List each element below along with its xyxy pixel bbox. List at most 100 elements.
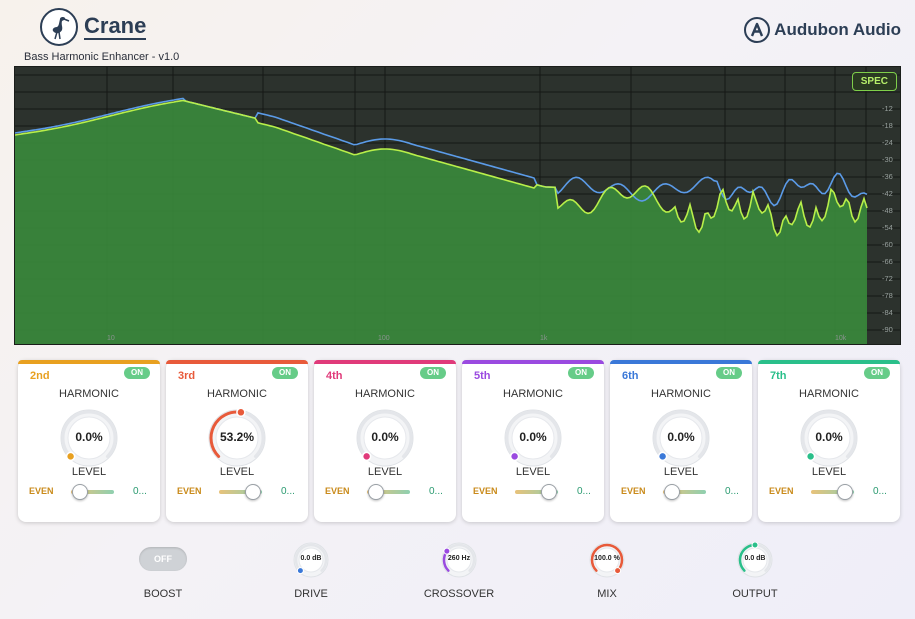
knob-indicator-dot	[751, 542, 759, 549]
db-tick-label: -84	[882, 308, 893, 317]
drive-label: DRIVE	[294, 588, 328, 600]
harmonic-level-knob[interactable]: 0.0%	[503, 408, 563, 468]
even-odd-slider[interactable]	[71, 484, 114, 500]
output-control: 0.0 dB OUTPUT	[705, 540, 805, 604]
crossover-control: 260 Hz CROSSOVER	[409, 540, 509, 604]
even-odd-slider-handle[interactable]	[71, 484, 88, 500]
even-odd-slider[interactable]	[367, 484, 410, 500]
panel-accent-bar	[314, 360, 456, 364]
harmonic-on-toggle[interactable]: ON	[420, 367, 446, 379]
drive-knob[interactable]: 0.0 dB	[293, 542, 329, 578]
knob-indicator-dot	[65, 451, 76, 462]
mix-knob[interactable]: 100.0 %	[589, 542, 625, 578]
brand-name: Audubon Audio	[774, 20, 901, 39]
level-label: LEVEL	[663, 466, 699, 478]
even-odd-slider-handle[interactable]	[541, 484, 558, 500]
spectrum-analyzer[interactable]: -12 -18 -24 -30 -36 -42 -48 -54 -60 -66 -72 -78 -84 -…	[14, 66, 901, 345]
harmonic-level-value: 0.0%	[371, 430, 399, 444]
even-odd-slider[interactable]	[515, 484, 558, 500]
harmonic-on-toggle[interactable]: ON	[864, 367, 890, 379]
freq-tick-label: 10	[107, 335, 115, 342]
harmonic-order-label: 7th	[770, 370, 787, 382]
knob-graphic	[441, 542, 477, 578]
odd-value: 0...	[281, 486, 295, 497]
boost-toggle-button[interactable]: OFF	[139, 547, 187, 571]
harmonic-level-value: 53.2%	[219, 430, 255, 444]
even-label: EVEN	[325, 486, 350, 496]
freq-tick-label: 10k	[835, 335, 847, 342]
level-label: LEVEL	[367, 466, 403, 478]
harmonic-label: HARMONIC	[503, 388, 563, 400]
freq-tick-label: 100	[378, 335, 390, 342]
crossover-knob[interactable]: 260 Hz	[441, 542, 477, 578]
even-label: EVEN	[473, 486, 498, 496]
knob-indicator-dot	[614, 567, 622, 575]
harmonic-level-knob[interactable]: 0.0%	[799, 408, 859, 468]
even-odd-slider[interactable]	[663, 484, 706, 500]
panel-accent-bar	[758, 360, 900, 364]
harmonic-order-label: 2nd	[30, 370, 50, 382]
harmonic-level-value: 0.0%	[519, 430, 547, 444]
spec-toggle-button[interactable]: SPEC	[851, 72, 897, 91]
harmonic-on-toggle[interactable]: ON	[124, 367, 150, 379]
knob-graphic	[60, 409, 118, 467]
spectrum-output-fill	[15, 100, 867, 344]
knob-indicator-dot	[805, 451, 816, 462]
knob-indicator-dot	[443, 547, 451, 555]
spectrum-output-line	[15, 99, 868, 237]
harmonic-level-knob[interactable]: 0.0%	[355, 408, 415, 468]
harmonic-on-toggle[interactable]: ON	[568, 367, 594, 379]
db-tick-label: -24	[882, 138, 893, 147]
db-tick-label: -90	[882, 325, 893, 334]
level-label: LEVEL	[71, 466, 107, 478]
even-odd-slider-handle[interactable]	[663, 484, 680, 500]
mix-control: 100.0 % MIX	[557, 540, 657, 604]
harmonic-panel-6th: 6th ON HARMONIC 0.0% LEVEL EVEN 0...	[610, 360, 752, 522]
spectrum-plot: -12 -18 -24 -30 -36 -42 -48 -54 -60 -66 -72 -78 -84 -…	[15, 67, 900, 344]
knob-graphic	[208, 408, 266, 467]
knob-graphic	[293, 542, 329, 578]
harmonic-panel-7th: 7th ON HARMONIC 0.0% LEVEL EVEN 0...	[758, 360, 900, 522]
crossover-value: 260 Hz	[447, 555, 471, 562]
harmonic-level-value: 0.0%	[667, 430, 695, 444]
knob-value-arc	[738, 543, 757, 572]
harmonic-on-toggle[interactable]: ON	[272, 367, 298, 379]
level-label: LEVEL	[219, 466, 255, 478]
even-label: EVEN	[769, 486, 794, 496]
db-tick-label: -36	[882, 172, 893, 181]
boost-label: BOOST	[143, 588, 183, 600]
even-odd-slider-handle[interactable]	[837, 484, 854, 500]
even-odd-slider-handle[interactable]	[245, 484, 262, 500]
harmonic-level-knob[interactable]: 53.2%	[207, 408, 267, 468]
db-tick-label: -72	[882, 274, 893, 283]
panel-accent-bar	[18, 360, 160, 364]
drive-value: 0.0 dB	[300, 555, 322, 562]
output-label: OUTPUT	[732, 588, 778, 600]
harmonic-panel-2nd: 2nd ON HARMONIC 0.0% LEVEL EVEN 0...	[18, 360, 160, 522]
knob-graphic	[504, 409, 562, 467]
db-tick-label: -66	[882, 257, 893, 266]
knob-graphic	[589, 542, 625, 578]
output-knob[interactable]: 0.0 dB	[737, 542, 773, 578]
knob-graphic	[652, 409, 710, 467]
even-odd-slider[interactable]	[811, 484, 854, 500]
harmonic-level-knob[interactable]: 0.0%	[651, 408, 711, 468]
db-tick-label: -48	[882, 206, 893, 215]
crane-logo: Crane	[40, 8, 147, 46]
knob-value-arc	[209, 410, 243, 458]
odd-value: 0...	[725, 486, 739, 497]
harmonic-on-toggle[interactable]: ON	[716, 367, 742, 379]
odd-value: 0...	[133, 486, 147, 497]
even-label: EVEN	[29, 486, 54, 496]
brand-logo: Audubon Audio	[744, 17, 901, 43]
panel-accent-bar	[462, 360, 604, 364]
harmonic-label: HARMONIC	[59, 388, 119, 400]
level-label: LEVEL	[515, 466, 551, 478]
even-odd-slider-handle[interactable]	[367, 484, 384, 500]
level-label: LEVEL	[811, 466, 847, 478]
harmonic-level-knob[interactable]: 0.0%	[59, 408, 119, 468]
even-label: EVEN	[621, 486, 646, 496]
even-odd-slider[interactable]	[219, 484, 262, 500]
knob-indicator-dot	[657, 451, 668, 462]
harmonic-panel-5th: 5th ON HARMONIC 0.0% LEVEL EVEN 0...	[462, 360, 604, 522]
